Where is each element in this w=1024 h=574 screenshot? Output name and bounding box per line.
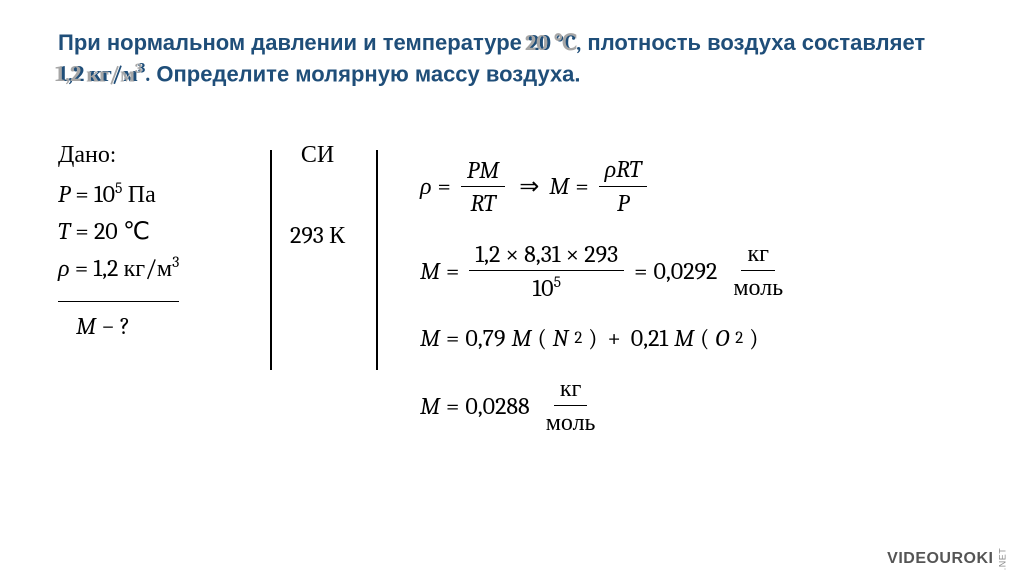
si-temperature: 293 К <box>290 221 345 250</box>
equation-1: ρ = PM RT ⇒ M = ρRT P <box>420 155 793 217</box>
title-temp: 20 20 ℃ °C , <box>528 30 581 56</box>
divider-2 <box>376 150 378 370</box>
given-find: M − ? <box>58 312 179 340</box>
given-density: ρ = 1,2 кг/м3 <box>58 253 179 283</box>
divider-1 <box>270 150 272 370</box>
si-header: СИ <box>290 140 345 169</box>
title-part3: Определите молярную массу воздуха. <box>156 61 580 86</box>
watermark-brand: VIDEOUROKI <box>887 550 993 567</box>
si-block: СИ 293 К <box>290 140 345 250</box>
title-part2: плотность воздуха составляет <box>587 30 925 55</box>
watermark-suffix: .NET <box>998 548 1008 571</box>
given-pressure: P = 105 Па <box>58 179 179 209</box>
watermark: VIDEOUROKI .NET <box>887 550 1014 568</box>
equation-3: M = 0,79M(N2) + 0,21M(O2) <box>420 324 793 352</box>
equation-4: M = 0,0288 кг моль <box>420 374 793 437</box>
given-temperature: T = 20 ℃ <box>58 217 179 245</box>
given-items: P = 105 Па T = 20 ℃ ρ = 1,2 кг/м3 <box>58 179 179 302</box>
given-block: Дано: P = 105 Па T = 20 ℃ ρ = 1,2 кг/м3 … <box>58 140 179 348</box>
solution-block: ρ = PM RT ⇒ M = ρRT P M = 1,2 × 8,31 × 2… <box>420 155 793 459</box>
equation-2: M = 1,2 × 8,31 × 293 105 = 0,0292 кг мол… <box>420 239 793 302</box>
problem-title: При нормальном давлении и температуре 20… <box>58 28 954 90</box>
given-header: Дано: <box>58 140 179 169</box>
title-density: 1,2 1,2 кг/м3 кг/м3 . <box>58 61 150 87</box>
title-part1: При нормальном давлении и температуре <box>58 30 528 55</box>
